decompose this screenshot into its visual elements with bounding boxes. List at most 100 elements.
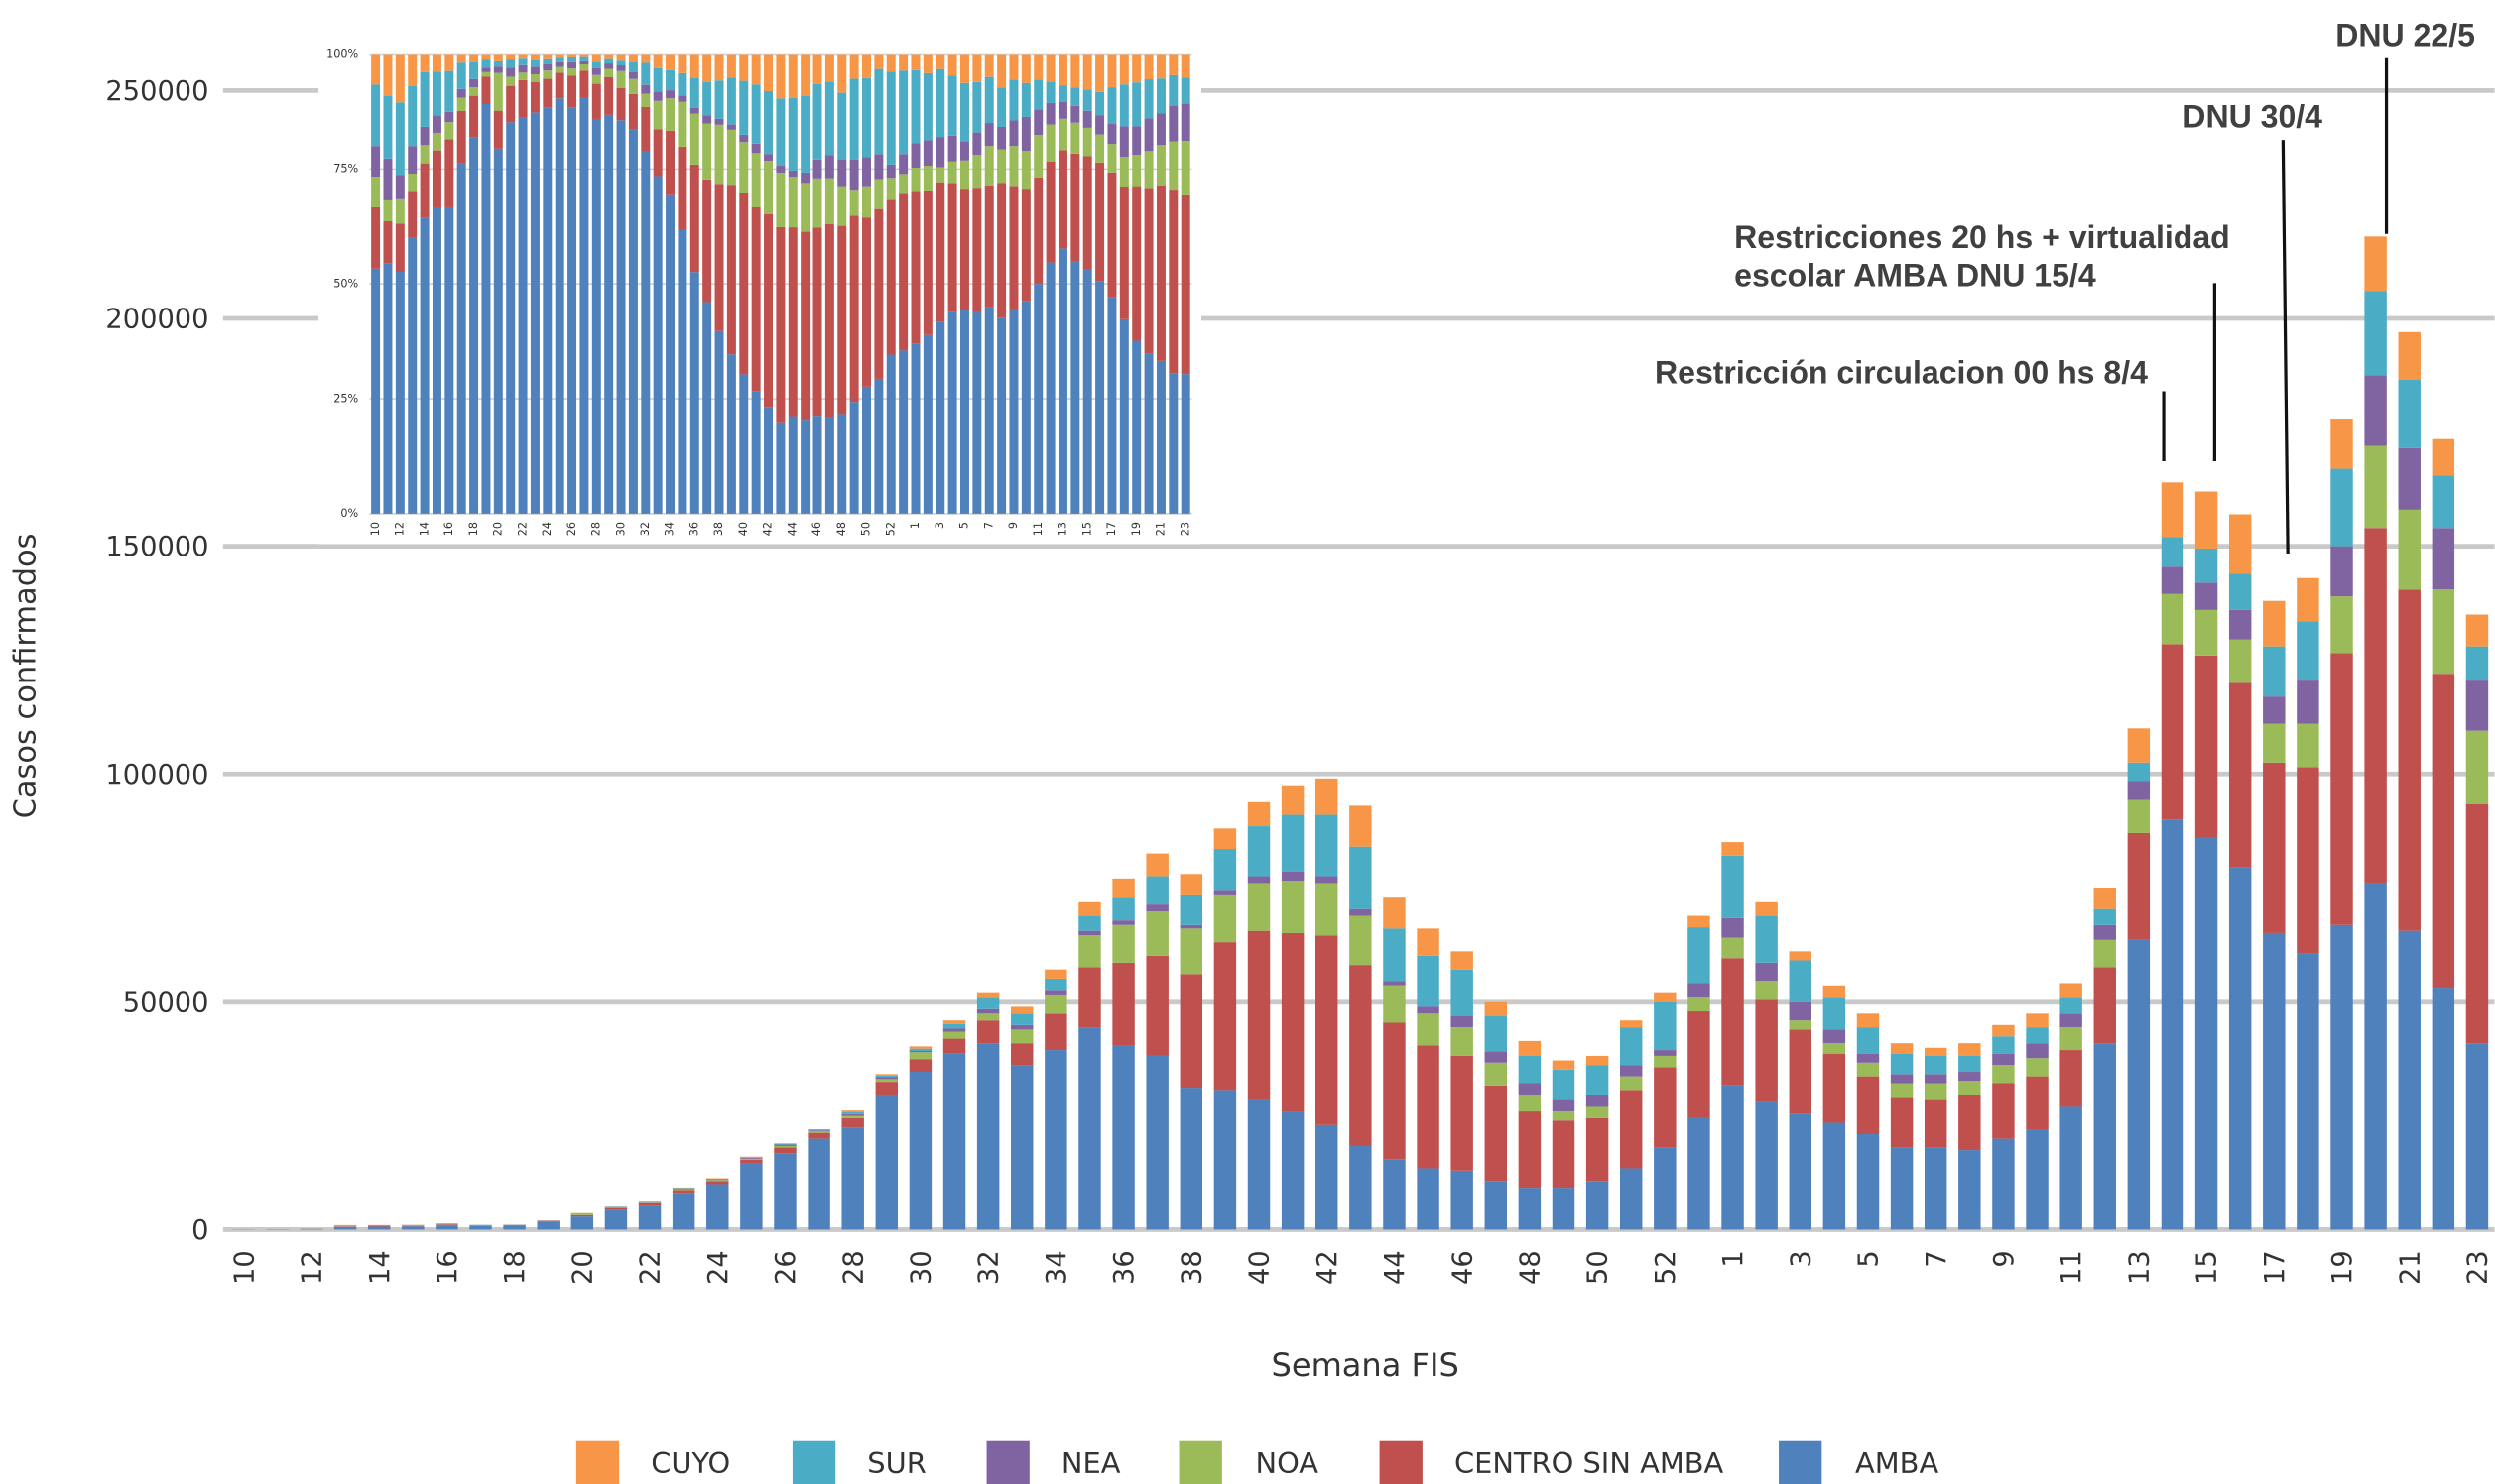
- bar-segment: [740, 1157, 763, 1158]
- bar-segment: [808, 1132, 830, 1139]
- inset-bar-segment: [555, 54, 564, 58]
- bar-segment: [1281, 881, 1305, 933]
- bar-segment: [1349, 846, 1372, 909]
- inset-bar-segment: [801, 231, 811, 421]
- inset-x-tick-label: 12: [394, 522, 407, 536]
- bar-segment: [1484, 1085, 1508, 1182]
- inset-x-tick-label: 38: [712, 522, 725, 536]
- inset-bar-segment: [481, 59, 491, 68]
- bar-segment: [1213, 849, 1237, 891]
- x-tick-label: 20: [567, 1250, 598, 1285]
- inset-bar-segment: [1009, 309, 1019, 514]
- bar-segment: [469, 1225, 492, 1226]
- bar-segment: [1213, 828, 1237, 850]
- bar-segment: [1890, 1147, 1914, 1230]
- bar-segment: [1078, 901, 1101, 916]
- inset-bar-segment: [923, 72, 933, 141]
- bar-segment: [1450, 969, 1473, 1016]
- inset-bar-segment: [886, 164, 896, 179]
- inset-bar-segment: [1058, 85, 1067, 102]
- inset-bar-segment: [432, 132, 441, 151]
- bar-segment: [1687, 997, 1710, 1012]
- inset-x-tick-label: 32: [639, 522, 652, 536]
- bar-segment: [1112, 1045, 1135, 1230]
- inset-bar-segment: [506, 59, 516, 68]
- x-tick-label: 22: [636, 1250, 667, 1285]
- y-tick-label: 100000: [105, 760, 208, 791]
- bar-segment: [1992, 1053, 2015, 1066]
- x-tick-label: 24: [703, 1250, 734, 1285]
- bar-segment: [1281, 814, 1305, 872]
- bar-segment: [1822, 985, 1846, 998]
- inset-bar-segment: [591, 54, 601, 62]
- bar-segment: [1619, 1020, 1643, 1028]
- inset-bar-segment: [874, 179, 884, 209]
- inset-bar-segment: [506, 67, 516, 77]
- bar-segment: [1924, 1147, 1947, 1230]
- inset-bar-segment: [1021, 82, 1031, 117]
- inset-bar-segment: [997, 54, 1007, 88]
- inset-bar-segment: [899, 70, 909, 155]
- inset-bar-segment: [1046, 54, 1056, 82]
- bar-segment: [1349, 965, 1372, 1146]
- inset-bar-segment: [886, 71, 896, 165]
- inset-bar-segment: [739, 374, 749, 514]
- inset-bar-segment: [1144, 188, 1154, 354]
- inset-bar-segment: [530, 112, 540, 514]
- inset-x-tick-label: 19: [1130, 522, 1143, 536]
- inset-bar-segment: [1046, 161, 1056, 263]
- bar-segment: [1383, 1022, 1406, 1160]
- inset-bar-segment: [1156, 360, 1166, 514]
- inset-bar-segment: [1046, 124, 1056, 162]
- bar-segment: [2297, 621, 2319, 681]
- inset-bar-segment: [714, 330, 724, 514]
- bar-segment: [1789, 1020, 1811, 1030]
- bar-segment: [1315, 814, 1338, 877]
- inset-bar-segment: [739, 80, 749, 135]
- inset-bar-segment: [837, 159, 847, 187]
- inset-bar-segment: [947, 161, 957, 184]
- inset-bar-segment: [1169, 190, 1179, 374]
- bar-segment: [1585, 1117, 1609, 1182]
- bar-segment: [1654, 992, 1677, 1002]
- inset-bar-segment: [947, 311, 957, 514]
- x-tick-label: 1: [1718, 1250, 1749, 1267]
- inset-bar-segment: [1119, 84, 1129, 127]
- inset-bar-segment: [1156, 145, 1166, 186]
- bar-segment: [2059, 1027, 2082, 1051]
- inset-bar-segment: [1181, 54, 1190, 78]
- bar-segment: [2263, 932, 2286, 1230]
- bar-segment: [1924, 1055, 1947, 1075]
- inset-bar-segment: [518, 117, 528, 514]
- inset-bar-segment: [862, 157, 871, 187]
- bar-segment: [2161, 566, 2184, 594]
- bar-segment: [2093, 1043, 2116, 1230]
- bar-segment: [909, 1048, 933, 1051]
- inset-bar-segment: [493, 72, 503, 111]
- bar-segment: [1045, 978, 1067, 991]
- inset-bar-segment: [862, 77, 871, 158]
- inset-bar-segment: [751, 143, 761, 154]
- bar-segment: [976, 1020, 1000, 1044]
- inset-bar-segment: [420, 145, 430, 164]
- bar-segment: [570, 1216, 594, 1230]
- bar-segment: [2432, 475, 2455, 529]
- bar-segment: [2059, 997, 2082, 1014]
- bar-segment: [875, 1075, 899, 1078]
- inset-bar-segment: [408, 85, 418, 147]
- inset-bar-segment: [1181, 194, 1190, 375]
- bar-segment: [1315, 883, 1338, 936]
- bar-segment: [1721, 917, 1744, 938]
- bar-segment: [841, 1127, 864, 1230]
- bar-segment: [2432, 674, 2455, 989]
- bar-segment: [2432, 528, 2455, 590]
- bar-segment: [1585, 1065, 1609, 1095]
- inset-bar-segment: [923, 140, 933, 167]
- bar-segment: [1349, 915, 1372, 966]
- x-tick-label: 3: [1786, 1250, 1816, 1267]
- inset-bar-segment: [726, 77, 736, 125]
- bar-segment: [638, 1202, 662, 1206]
- bar-segment: [706, 1178, 729, 1180]
- inset-bar-segment: [1169, 105, 1179, 142]
- inset-bar-segment: [997, 149, 1007, 184]
